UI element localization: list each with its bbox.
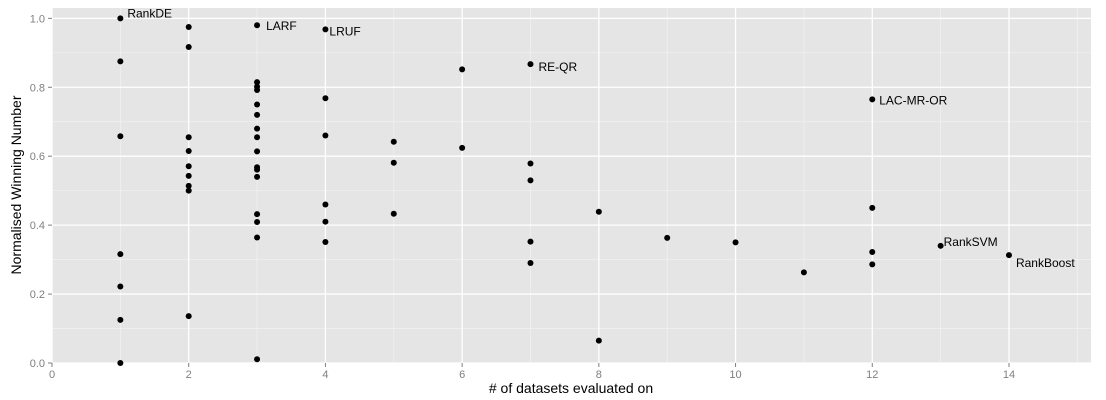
scatter-point [800, 269, 807, 276]
scatter-point [869, 204, 876, 211]
point-labels: RankDE LARF LRUF RE-QR LAC-MR-OR RankSVM RankB… [127, 6, 1075, 270]
scatter-point [732, 239, 739, 246]
scatter-point [254, 101, 261, 108]
scatter-point [527, 61, 534, 68]
x-axis-ticks: 0 2 4 6 8 10 12 14 [49, 363, 1015, 381]
scatter-point [595, 208, 602, 215]
scatter-point [254, 173, 261, 180]
x-tick-label: 12 [866, 369, 878, 381]
scatter-point [869, 261, 876, 268]
scatter-point [254, 125, 261, 132]
scatter-point [185, 148, 192, 155]
x-tick-label: 10 [729, 369, 741, 381]
scatter-point [390, 138, 397, 145]
y-tick-label: 1.0 [30, 13, 45, 25]
scatter-point [185, 172, 192, 179]
scatter-point [117, 316, 124, 323]
scatter-point [459, 144, 466, 151]
scatter-point [117, 360, 124, 366]
scatter-point [527, 260, 534, 267]
scatter-point [254, 87, 261, 94]
point-label: RankDE [127, 6, 172, 20]
x-tick-label: 0 [49, 369, 55, 381]
scatter-point [185, 182, 192, 189]
point-label: LRUF [329, 24, 360, 38]
data-points [117, 15, 1012, 366]
scatter-point [390, 210, 397, 217]
scatter-point [527, 238, 534, 245]
y-axis-title: Normalised Winning Number [8, 95, 24, 274]
scatter-point [322, 239, 329, 246]
scatter-point [322, 218, 329, 225]
scatter-point [937, 242, 944, 249]
minor-grid [52, 8, 1091, 363]
scatter-point [117, 15, 124, 22]
y-axis-ticks: 0.0 0.2 0.4 0.6 0.8 1.0 [30, 13, 52, 370]
point-label: RankBoost [1016, 256, 1075, 270]
scatter-point [117, 58, 124, 65]
scatter-point [254, 356, 261, 363]
scatter-point [322, 26, 329, 33]
scatter-point [117, 283, 124, 290]
scatter-point [254, 22, 261, 29]
scatter-point [527, 160, 534, 167]
scatter-point [254, 166, 261, 173]
scatter-point [185, 163, 192, 170]
y-tick-label: 0.0 [30, 358, 45, 370]
scatter-point [869, 96, 876, 103]
y-tick-label: 0.8 [30, 82, 45, 94]
x-tick-label: 14 [1003, 369, 1015, 381]
point-label: RankSVM [944, 235, 998, 249]
scatter-point [254, 148, 261, 155]
y-tick-label: 0.2 [30, 289, 45, 301]
scatter-point [185, 43, 192, 50]
scatter-point [664, 234, 671, 241]
scatter-point [254, 211, 261, 218]
point-label: LARF [266, 19, 297, 33]
scatter-point [595, 337, 602, 344]
point-label: RE-QR [538, 60, 577, 74]
point-label: LAC-MR-OR [879, 93, 947, 107]
scatter-point [322, 95, 329, 102]
scatter-point [322, 132, 329, 139]
scatter-point [869, 249, 876, 256]
scatter-point [254, 111, 261, 118]
plot-panel [52, 8, 1091, 363]
x-tick-label: 2 [186, 369, 192, 381]
scatter-point [254, 234, 261, 241]
y-tick-label: 0.6 [30, 151, 45, 163]
scatter-point [185, 23, 192, 30]
x-axis-title: # of datasets evaluated on [489, 380, 653, 396]
scatter-point [527, 177, 534, 184]
scatter-point [254, 134, 261, 141]
scatter-point [254, 219, 261, 226]
scatter-point [185, 313, 192, 320]
x-tick-label: 4 [322, 369, 328, 381]
scatter-point [117, 251, 124, 258]
scatter-point [117, 133, 124, 140]
scatter-point [185, 187, 192, 194]
y-tick-label: 0.4 [30, 220, 45, 232]
scatter-point [322, 201, 329, 208]
scatter-point [1005, 252, 1012, 259]
x-tick-label: 8 [596, 369, 602, 381]
x-tick-label: 6 [459, 369, 465, 381]
scatter-point [459, 66, 466, 73]
scatter-point [185, 134, 192, 141]
scatter-point [254, 79, 261, 86]
scatter-point [390, 159, 397, 166]
